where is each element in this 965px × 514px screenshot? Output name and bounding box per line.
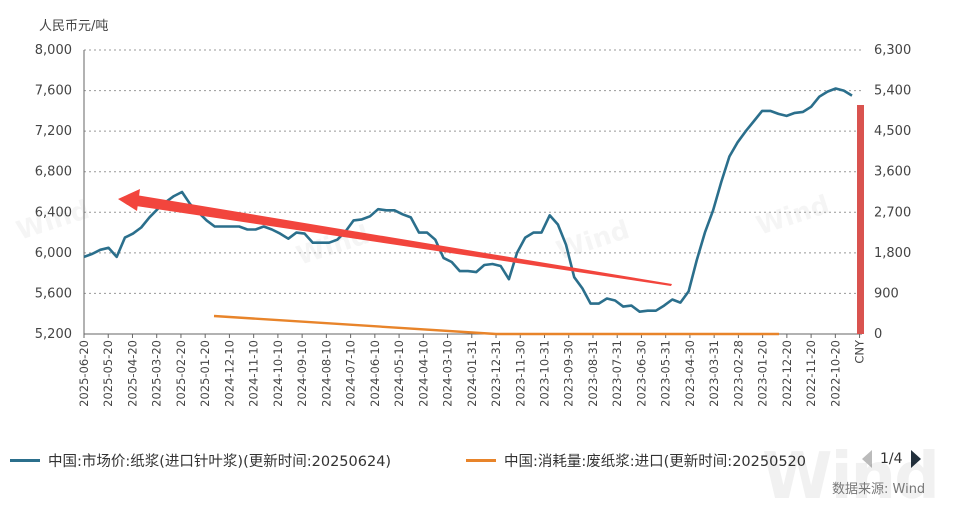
- y-right-tick-label: 3,600: [874, 165, 911, 180]
- x-tick-label: 2024-03-10: [441, 340, 455, 407]
- x-tick-label: 2024-01-31: [465, 340, 479, 407]
- legend-label-pulp-price: 中国:市场价:纸浆(进口针叶浆)(更新时间:20250624): [48, 453, 392, 470]
- x-tick-label: 2023-10-31: [537, 340, 551, 407]
- x-tick-label: 2023-05-31: [659, 340, 673, 407]
- legend-item-waste-pulp[interactable]: 中国:消耗量:废纸浆:进口(更新时间:20250520: [466, 448, 806, 472]
- x-tick-label: 2025-03-20: [150, 340, 164, 407]
- latest-value-bar: [857, 104, 864, 334]
- data-source-label: 数据来源: Wind: [832, 482, 926, 497]
- y-right-tick-label: 900: [874, 286, 899, 301]
- x-tick-label: 2024-12-10: [222, 340, 236, 407]
- y-right-tick-label: 4,500: [874, 124, 911, 139]
- x-tick-label: 2024-10-10: [271, 340, 285, 407]
- legend-swatch-orange: [466, 458, 496, 462]
- y-right-tick-label: 2,700: [874, 205, 911, 220]
- x-tick-label: 2025-05-20: [101, 340, 115, 407]
- x-tick-label: 2025-04-20: [125, 340, 139, 407]
- legend-swatch-blue: [10, 458, 40, 462]
- y-axis-unit-label: 人民币元/吨: [39, 19, 108, 34]
- x-tick-label: 2023-07-31: [610, 340, 624, 407]
- x-tick-label: 2024-08-10: [319, 340, 333, 407]
- y-right-tick-label: 0: [874, 327, 882, 342]
- y-left-tick-label: 6,800: [35, 165, 72, 180]
- x-tick-label: 2022-12-20: [780, 340, 794, 407]
- x-tick-label: 2025-06-20: [77, 340, 91, 407]
- y-axis-right: 6,300 5,400 4,500 3,600 2,700 1,800 900 0: [874, 43, 911, 342]
- x-tick-label: 2023-03-31: [707, 340, 721, 407]
- y-left-tick-label: 7,200: [35, 124, 72, 139]
- x-tick-label: 2023-11-30: [513, 340, 527, 407]
- trend-arrow-shaft: [136, 195, 672, 286]
- trend-arrow-head: [118, 189, 140, 211]
- x-tick-label: 2024-06-10: [368, 340, 382, 407]
- y-right-tick-label: 1,800: [874, 246, 911, 261]
- legend: 中国:市场价:纸浆(进口针叶浆)(更新时间:20250624) 中国:消耗量:废…: [0, 440, 965, 480]
- x-tick-label: 2023-02-28: [731, 340, 745, 407]
- x-tick-label: 2023-06-30: [634, 340, 648, 407]
- y-left-tick-label: 5,600: [35, 286, 72, 301]
- watermark-text: Wind: [13, 195, 93, 247]
- line-chart: WindWindWindWind 8,0007,6007,2006,8006,4…: [13, 19, 911, 407]
- x-tick-label: 2023-01-20: [756, 340, 770, 407]
- y-left-tick-label: 8,000: [35, 43, 72, 58]
- series-line-waste-pulp: [213, 314, 779, 336]
- x-tick-label: 2023-09-30: [562, 340, 576, 407]
- x-axis: 2025-06-20 2025-05-20 2025-04-20 2025-03-20…: [77, 334, 867, 407]
- legend-item-pulp-price[interactable]: 中国:市场价:纸浆(进口针叶浆)(更新时间:20250624): [10, 448, 391, 472]
- trend-arrow-annotation: [118, 189, 672, 286]
- x-tick-label: 2024-09-10: [295, 340, 309, 407]
- y-axis-left: 8,000 7,600 7,200 6,800 6,400 6,000 5,600 5,200: [35, 43, 72, 342]
- x-tick-label: 2024-11-10: [247, 340, 261, 407]
- gridlines: [83, 49, 862, 335]
- pager-prev-icon[interactable]: [862, 450, 872, 468]
- x-tick-label: 2024-04-10: [416, 340, 430, 407]
- x-tick-label: 2022-10-20: [828, 340, 842, 407]
- x-tick-label: 2022-11-20: [804, 340, 818, 407]
- y-right-tick-label: 6,300: [874, 43, 911, 58]
- y-left-tick-label: 7,600: [35, 84, 72, 99]
- watermark-text: Wind: [753, 190, 833, 242]
- x-tick-label: 2023-04-30: [683, 340, 697, 407]
- x-tick-label: 2024-05-10: [392, 340, 406, 407]
- y-right-tick-label: 5,400: [874, 84, 911, 99]
- series-line-pulp-price: [83, 87, 853, 314]
- y-left-tick-label: 6,000: [35, 246, 72, 261]
- pager-page-indicator: 1/4: [880, 451, 903, 467]
- legend-label-waste-pulp: 中国:消耗量:废纸浆:进口(更新时间:20250520: [504, 453, 806, 470]
- series-layer: [83, 87, 864, 336]
- y-left-tick-label: 5,200: [35, 327, 72, 342]
- x-tick-label: 2024-07-10: [344, 340, 358, 407]
- x-tick-label: CNY: [853, 339, 867, 364]
- x-tick-label: 2023-12-31: [489, 340, 503, 407]
- pager-next-icon[interactable]: [910, 450, 921, 468]
- x-tick-label: 2025-02-20: [174, 340, 188, 407]
- x-tick-label: 2025-01-20: [198, 340, 212, 407]
- wind-watermark-logo: Wind: [762, 440, 940, 514]
- x-tick-label: 2023-08-31: [586, 340, 600, 407]
- y-left-tick-label: 6,400: [35, 205, 72, 220]
- legend-pager: 1/4: [862, 449, 921, 469]
